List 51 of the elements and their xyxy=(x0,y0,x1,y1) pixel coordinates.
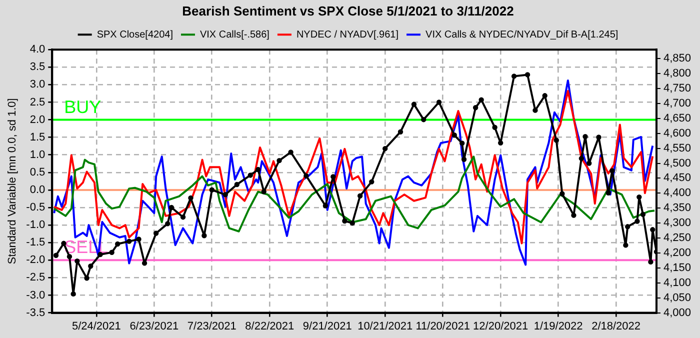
y-tick-label: -2.5 xyxy=(26,272,46,284)
x-tick-label: 8/22/2021 xyxy=(245,320,294,332)
legend-label: NYDEC / NYADV[.961] xyxy=(296,29,399,40)
y2-tick-label: 4,400 xyxy=(663,187,692,200)
y-tick-label: -0.5 xyxy=(26,202,46,214)
y-tick-label: 0.5 xyxy=(30,166,46,178)
y2-tick-label: 4,000 xyxy=(663,306,692,319)
x-tick-label: 5/24/2021 xyxy=(72,320,121,332)
y-tick-label: 1.5 xyxy=(30,131,46,144)
x-tick-label: 9/21/2021 xyxy=(302,320,352,332)
x-tick-label: 11/20/2021 xyxy=(416,320,470,332)
y2-tick-label: 4,750 xyxy=(663,82,692,95)
y2-tick-label: 4,100 xyxy=(663,276,692,289)
y-tick-label: -3.5 xyxy=(26,306,46,319)
x-tick-label: 6/23/2021 xyxy=(130,320,179,332)
y2-tick-label: 4,650 xyxy=(663,112,692,124)
y-tick-label: 4.0 xyxy=(30,44,46,56)
y-tick-label: 1.0 xyxy=(30,148,46,161)
x-tick-label: 10/21/2021 xyxy=(358,320,413,332)
y-tick-label: -1.5 xyxy=(26,236,46,249)
y2-tick-label: 4,300 xyxy=(663,217,692,230)
y2-tick-label: 4,200 xyxy=(663,247,692,260)
legend-label: SPX Close[4204] xyxy=(96,29,174,40)
y-axis-title: Standard Variable [mn 0.0, sd 1.0] xyxy=(6,98,19,264)
y2-tick-label: 4,350 xyxy=(663,202,692,214)
legend-label: VIX Calls & NYDEC/NYADV_Dif B-A[1.245] xyxy=(426,29,618,40)
y-tick-label: 3.5 xyxy=(30,61,46,74)
y2-tick-label: 4,500 xyxy=(663,157,692,170)
ref-line-label: BUY xyxy=(64,96,102,117)
x-tick-label: 1/19/2022 xyxy=(534,320,583,332)
y-tick-label: -3.0 xyxy=(26,289,46,302)
y2-tick-label: 4,150 xyxy=(663,262,692,274)
legend-label: VIX Calls[-.586] xyxy=(200,29,270,40)
y-tick-label: 2.5 xyxy=(30,96,46,108)
y2-tick-label: 4,850 xyxy=(663,52,692,65)
y-tick-label: 2.0 xyxy=(30,114,46,126)
y2-tick-label: 4,250 xyxy=(663,232,692,244)
x-tick-label: 12/20/2021 xyxy=(473,320,528,332)
y2-tick-label: 4,450 xyxy=(663,172,692,184)
y-tick-label: 0.0 xyxy=(30,184,46,196)
y2-tick-label: 4,550 xyxy=(663,142,692,154)
x-tick-label: 2/18/2022 xyxy=(592,320,641,332)
y2-tick-label: 4,600 xyxy=(663,127,692,140)
chart-title: Bearish Sentiment vs SPX Close 5/1/2021 to 3/11/2022 xyxy=(182,3,514,18)
y-tick-label: -1.0 xyxy=(26,219,46,232)
y2-tick-label: 4,800 xyxy=(663,68,692,80)
y2-tick-label: 4,700 xyxy=(663,97,692,110)
y-tick-label: -2.0 xyxy=(26,254,46,266)
y-tick-label: 3.0 xyxy=(30,78,46,91)
x-tick-label: 7/23/2021 xyxy=(187,320,236,332)
y2-tick-label: 4,050 xyxy=(663,292,692,304)
